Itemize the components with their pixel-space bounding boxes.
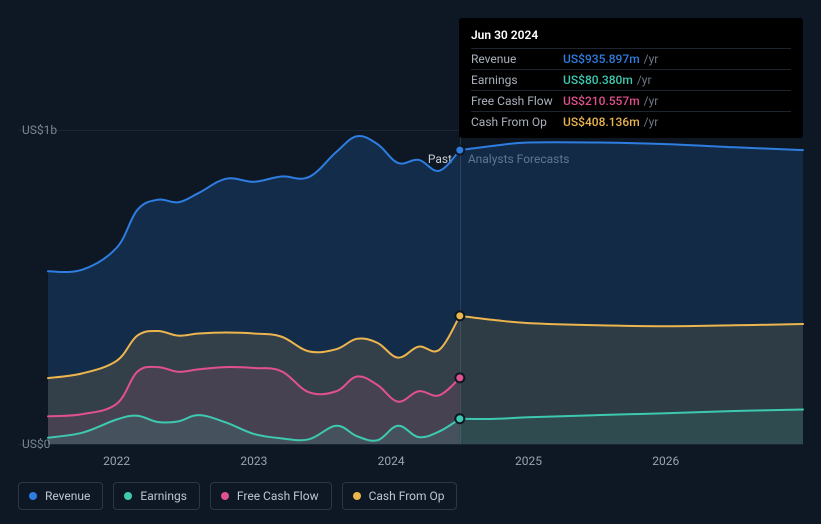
chart-area: US$0US$1b20222023202420252026PastAnalyst…	[18, 130, 803, 444]
tooltip-row-value: US$935.897m	[563, 52, 640, 66]
tooltip-row-label: Free Cash Flow	[471, 94, 563, 108]
tooltip-row: Free Cash FlowUS$210.557m/yr	[471, 90, 791, 111]
tooltip-row: Cash From OpUS$408.136m/yr	[471, 111, 791, 132]
tooltip-row-suffix: /yr	[644, 52, 659, 66]
legend: Revenue Earnings Free Cash Flow Cash From O…	[18, 482, 457, 510]
tooltip-row-label: Cash From Op	[471, 115, 563, 129]
legend-item-cash_from_op[interactable]: Cash From Op	[342, 482, 458, 510]
tooltip-row: RevenueUS$935.897m/yr	[471, 48, 791, 69]
legend-item-label: Earnings	[140, 489, 187, 503]
tooltip-row-label: Earnings	[471, 73, 563, 87]
x-axis-label: 2022	[103, 454, 130, 468]
legend-item-earnings[interactable]: Earnings	[113, 482, 200, 510]
series-marker-free_cash_flow	[455, 373, 464, 382]
x-axis-label: 2024	[378, 454, 405, 468]
chart-svg	[48, 130, 803, 444]
x-axis-label: 2025	[515, 454, 542, 468]
legend-dot-icon	[124, 492, 132, 500]
legend-dot-icon	[221, 492, 229, 500]
y-axis-label: US$0	[22, 437, 50, 451]
tooltip-row-suffix: /yr	[644, 115, 659, 129]
tooltip-row: EarningsUS$80.380m/yr	[471, 69, 791, 90]
tooltip: Jun 30 2024 RevenueUS$935.897m/yrEarning…	[459, 18, 803, 138]
tooltip-row-suffix: /yr	[644, 94, 659, 108]
legend-item-label: Cash From Op	[369, 489, 445, 503]
y-gridline	[18, 444, 803, 445]
series-marker-revenue	[455, 146, 464, 155]
series-marker-cash_from_op	[455, 311, 464, 320]
tooltip-row-value: US$210.557m	[563, 94, 640, 108]
legend-item-label: Revenue	[45, 489, 90, 503]
tooltip-row-value: US$408.136m	[563, 115, 640, 129]
legend-dot-icon	[29, 492, 37, 500]
x-axis-label: 2026	[652, 454, 679, 468]
tooltip-row-label: Revenue	[471, 52, 563, 66]
legend-dot-icon	[353, 492, 361, 500]
legend-item-free_cash_flow[interactable]: Free Cash Flow	[210, 482, 332, 510]
tooltip-date: Jun 30 2024	[471, 28, 791, 42]
legend-item-revenue[interactable]: Revenue	[18, 482, 103, 510]
tooltip-row-suffix: /yr	[637, 73, 652, 87]
x-axis-label: 2023	[240, 454, 267, 468]
chart-container: US$0US$1b20222023202420252026PastAnalyst…	[0, 0, 821, 524]
series-marker-earnings	[455, 414, 464, 423]
tooltip-row-value: US$80.380m	[563, 73, 633, 87]
legend-item-label: Free Cash Flow	[237, 489, 319, 503]
